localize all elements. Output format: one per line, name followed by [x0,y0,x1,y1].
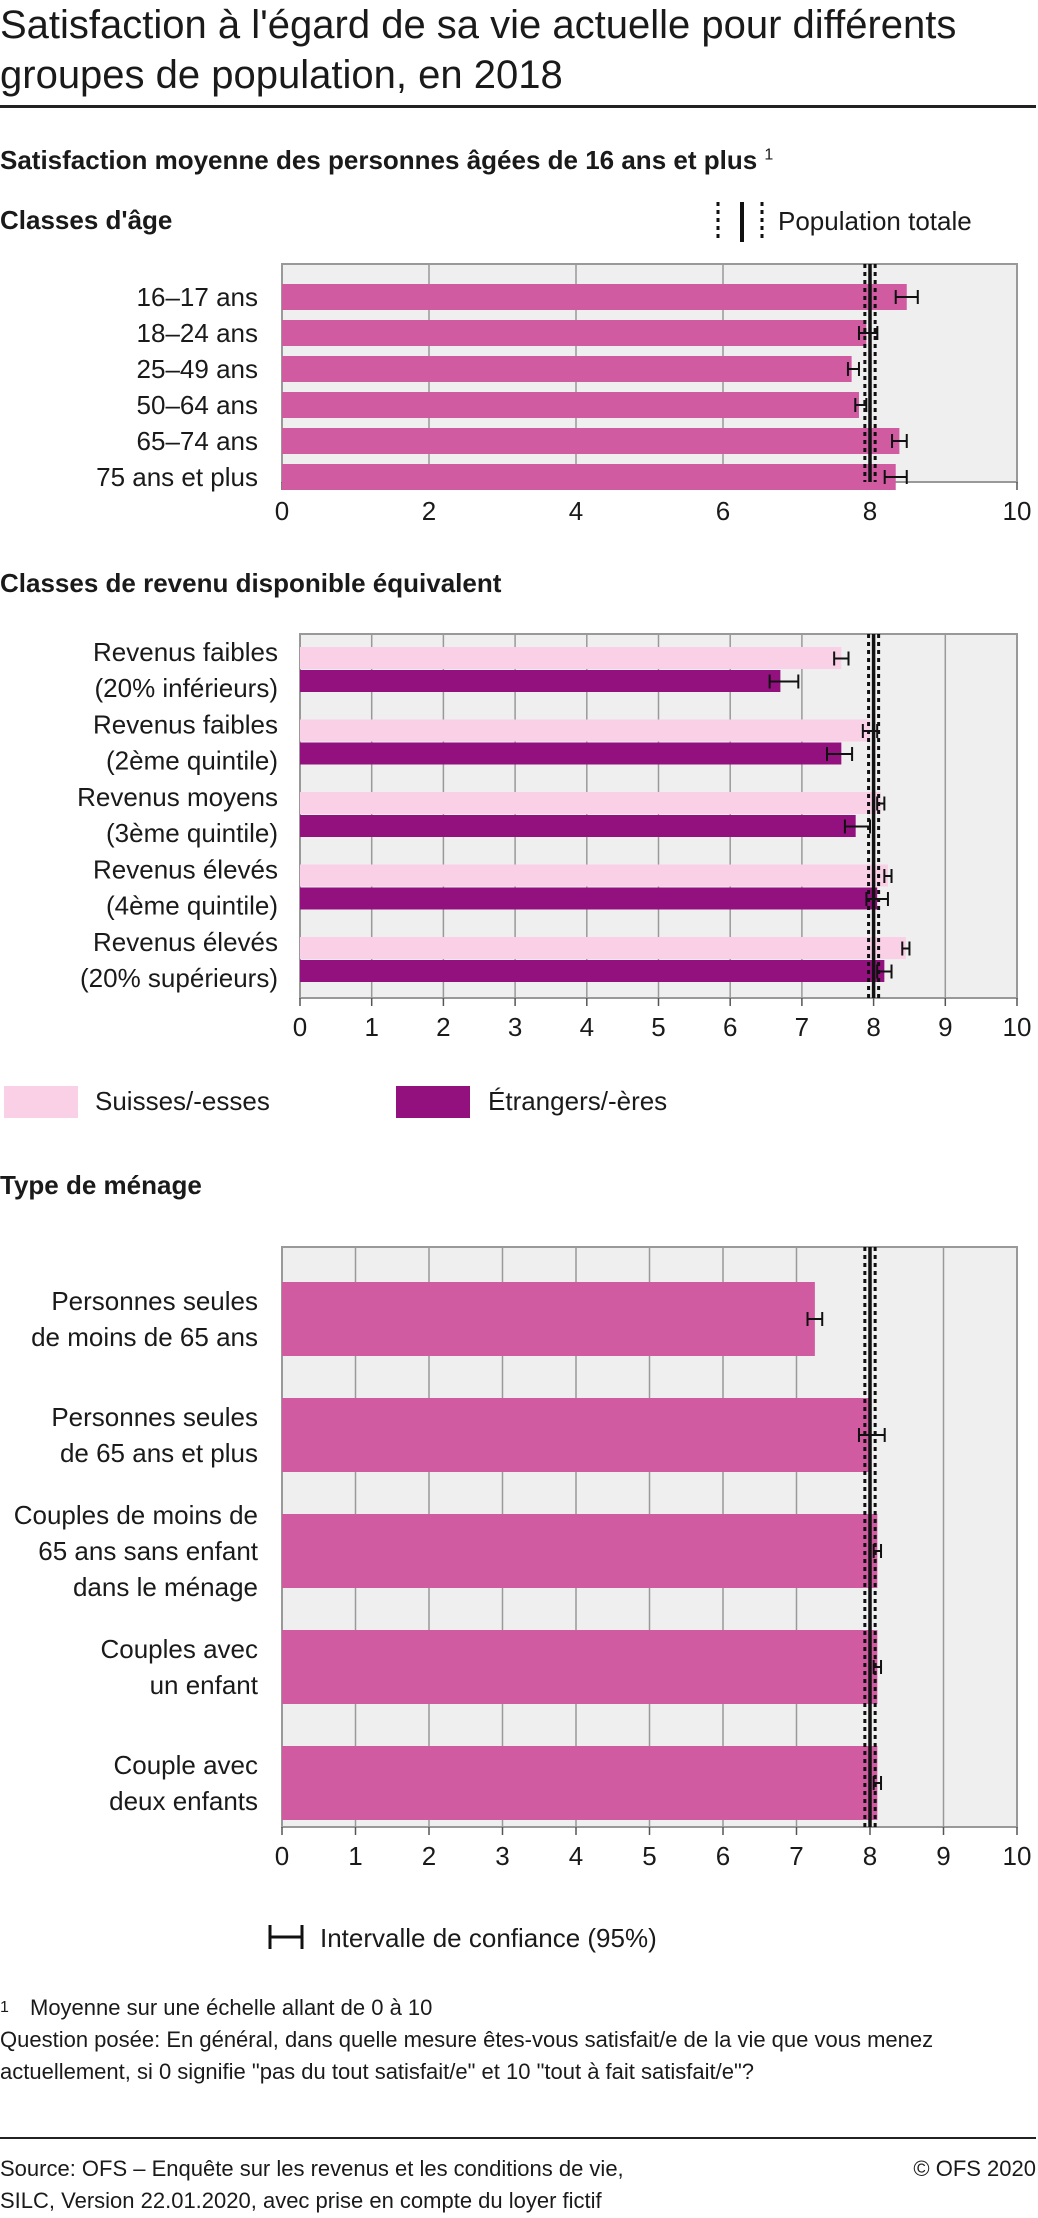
x-tick-label: 4 [569,496,583,526]
bar [300,670,781,692]
population-total-label: Population totale [778,206,972,236]
legend-swatch-suisses [4,1086,78,1118]
category-label: Couples de moins de 65 ans sans enfant dan… [14,1500,259,1602]
x-tick-label: 5 [642,1841,656,1871]
category-label: Revenus faibles (2ème quintile) [93,710,278,776]
bar [282,1746,878,1820]
category-label: 16–17 ans [137,282,258,312]
x-tick-label: 6 [723,1012,737,1042]
chart-subtitle: Satisfaction moyenne des personnes âgées… [0,145,774,175]
bar [300,815,856,837]
age-chart: 0 2 4 6 8 10 16–17 ans 18–24 ans 25–49 ans 50–64 … [96,263,1032,526]
title-rule [0,105,1036,108]
bar [300,960,885,982]
x-tick-label: 6 [716,496,730,526]
x-tick-label: 9 [936,1841,950,1871]
bar [300,864,888,887]
bar [282,428,900,454]
bar [300,719,871,742]
footnote-question: Question posée: En général, dans quelle … [0,2027,934,2084]
footer-rule [0,2137,1036,2139]
x-tick-label: 5 [651,1012,665,1042]
bar [282,320,867,346]
bar [300,792,881,814]
x-tick-label: 10 [1003,1012,1032,1042]
category-label: 75 ans et plus [96,462,258,492]
section-heading-household: Type de ménage [0,1170,202,1200]
bar [282,1630,878,1704]
category-label: Couples avec un enfant [100,1634,258,1700]
x-tick-label: 4 [580,1012,594,1042]
category-label: 50–64 ans [137,390,258,420]
ci-legend-label: Intervalle de confiance (95%) [320,1923,657,1953]
x-tick-label: 4 [569,1841,583,1871]
x-tick-label: 1 [364,1012,378,1042]
x-tick-label: 6 [716,1841,730,1871]
bar [282,1282,815,1356]
household-chart: 0 1 2 3 4 5 6 7 8 9 10 Personnes seules de moins de … [14,1246,1032,1871]
x-tick-label: 10 [1003,1841,1032,1871]
bar [282,392,859,418]
income-chart: 0 1 2 3 4 5 6 7 8 9 10 Revenus faibles (20% inférieu… [77,633,1032,1042]
source-note: Source: OFS – Enquête sur les revenus et… [0,2156,624,2213]
category-label: 65–74 ans [137,426,258,456]
x-tick-label: 2 [422,496,436,526]
x-tick-label: 7 [795,1012,809,1042]
x-tick-label: 0 [275,1841,289,1871]
legend-label-suisses: Suisses/-esses [95,1086,270,1116]
category-label: Revenus moyens (3ème quintile) [77,782,278,848]
chart-title: Satisfaction à l'égard de sa vie actuell… [0,3,957,97]
section-heading-income: Classes de revenu disponible équivalent [0,568,502,598]
section-heading-age: Classes d'âge [0,205,173,235]
ci-legend: Intervalle de confiance (95%) [268,1923,657,1953]
bar [282,1514,878,1588]
category-label: Personnes seules de moins de 65 ans [31,1286,258,1352]
x-tick-label: 2 [422,1841,436,1871]
category-label: Couple avec deux enfants [109,1750,258,1816]
category-label: Revenus faibles (20% inférieurs) [93,637,278,703]
category-label: 18–24 ans [137,318,258,348]
x-tick-label: 10 [1003,496,1032,526]
x-tick-label: 1 [348,1841,362,1871]
x-tick-label: 9 [938,1012,952,1042]
population-total-legend: Population totale [716,202,972,242]
category-label: Revenus élevés (20% supérieurs) [80,927,278,993]
bar [300,742,842,765]
category-label: Personnes seules de 65 ans et plus [51,1402,258,1468]
x-tick-label: 8 [863,1841,877,1871]
x-tick-label: 3 [495,1841,509,1871]
bar [300,647,842,669]
x-tick-label: 3 [508,1012,522,1042]
category-label: Revenus élevés (4ème quintile) [93,855,278,921]
copyright: © OFS 2020 [913,2156,1036,2181]
bar [282,1398,870,1472]
x-tick-label: 7 [789,1841,803,1871]
category-label: 25–49 ans [137,354,258,384]
bar [300,887,878,910]
bar [282,356,852,382]
footnote: 1 Moyenne sur une échelle allant de 0 à 1… [0,1992,1030,2088]
x-tick-label: 8 [866,1012,880,1042]
x-tick-label: 0 [275,496,289,526]
x-tick-label: 0 [293,1012,307,1042]
x-tick-label: 8 [863,496,877,526]
bar [282,284,907,310]
legend-swatch-etrangers [396,1086,470,1118]
bar [300,937,906,959]
x-tick-label: 2 [436,1012,450,1042]
legend-label-etrangers: Étrangers/-ères [488,1086,668,1116]
bar [282,464,896,490]
